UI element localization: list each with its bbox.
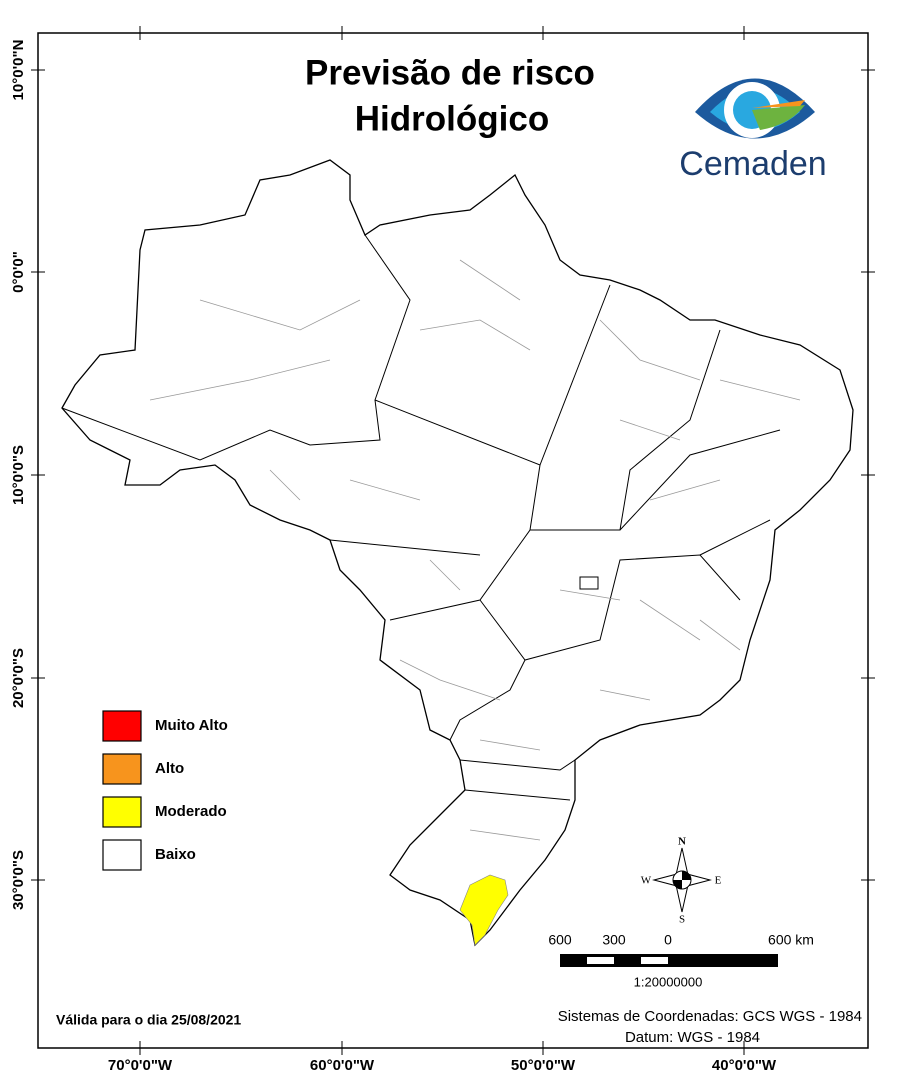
legend-swatch (102, 839, 142, 871)
logo-text: Cemaden (679, 145, 826, 183)
federal-district (579, 576, 599, 590)
compass-w: W (641, 875, 652, 887)
longitude-label: 40°0'0"W (712, 1057, 777, 1074)
longitude-label: 60°0'0"W (310, 1057, 375, 1074)
legend-swatch (102, 710, 142, 742)
datum: Datum: WGS - 1984 (625, 1029, 760, 1046)
title-line: Previsão de risco (305, 53, 595, 92)
legend-label: Baixo (155, 846, 196, 863)
latitude-label: 0°0'0" (10, 251, 27, 293)
legend-label: Alto (155, 760, 184, 777)
moderate-risk-region (459, 874, 509, 946)
legend-swatch (102, 796, 142, 828)
state-borders (61, 234, 781, 801)
graticule-ticks: 70°0'0"W 60°0'0"W 50°0'0"W 40°0'0"W 10°0'0"N… (10, 26, 875, 1074)
coordinate-system: Sistemas de Coordenadas: GCS WGS - 1984 (558, 1008, 862, 1025)
compass-e: E (715, 875, 722, 887)
logo: Cemaden (679, 78, 827, 183)
scale-label: 300 (602, 932, 626, 948)
scale-ratio: 1:20000000 (634, 974, 703, 989)
municipal-regions (149, 259, 801, 841)
scale-bar: 600 300 0 600 km 1:20000000 (548, 932, 814, 990)
latitude-label: 10°0'0"N (10, 40, 27, 101)
legend-label: Muito Alto (155, 717, 228, 734)
validity-date: Válida para o dia 25/08/2021 (56, 1012, 241, 1028)
compass-n: N (678, 836, 686, 848)
scale-label: 600 (548, 932, 572, 948)
legend: Muito Alto Alto Moderado Baixo (102, 710, 228, 871)
latitude-label: 30°0'0"S (10, 850, 27, 910)
scale-label: 600 km (768, 932, 814, 948)
legend-swatch (102, 753, 142, 785)
compass: N S W E (641, 836, 722, 926)
title-line: Hidrológico (355, 99, 549, 138)
legend-label: Moderado (155, 803, 227, 820)
scale-label: 0 (664, 932, 672, 948)
compass-s: S (679, 914, 685, 926)
longitude-label: 50°0'0"W (511, 1057, 576, 1074)
longitude-label: 70°0'0"W (108, 1057, 173, 1074)
latitude-label: 20°0'0"S (10, 648, 27, 708)
latitude-label: 10°0'0"S (10, 445, 27, 505)
